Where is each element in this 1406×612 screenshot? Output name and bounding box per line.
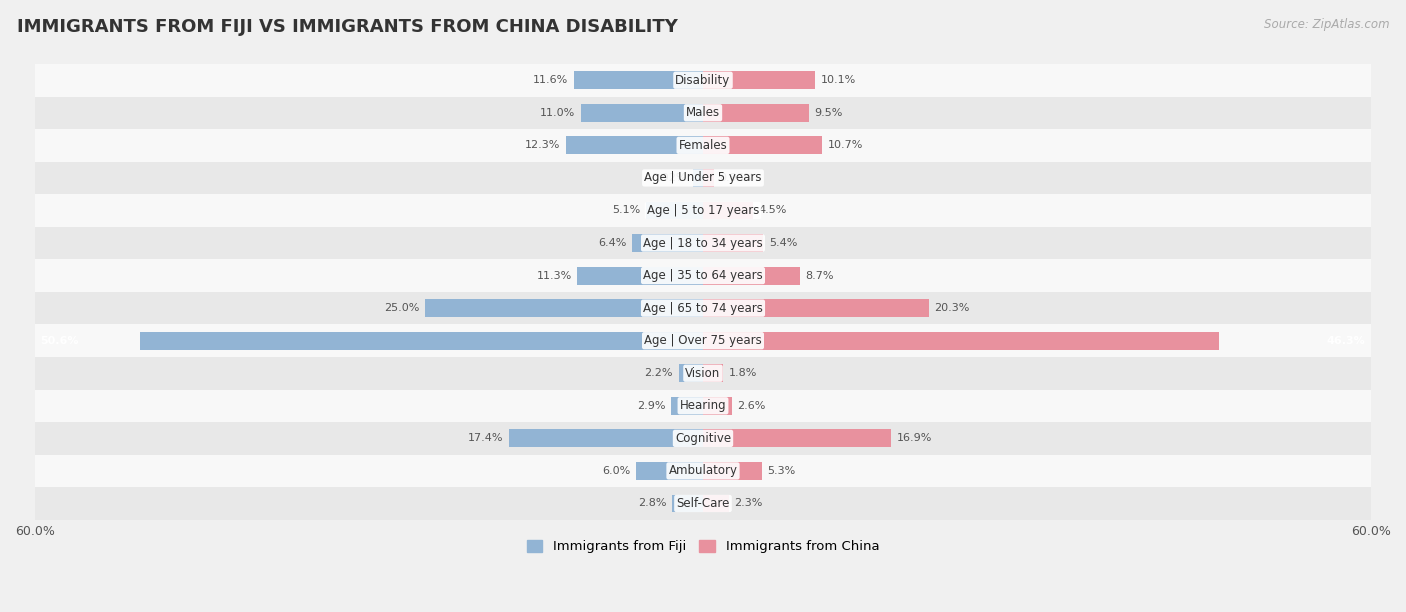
Text: 11.0%: 11.0% (540, 108, 575, 118)
Bar (703, 430, 891, 447)
Bar (703, 267, 800, 285)
Bar (509, 430, 703, 447)
Bar (35, 422, 1371, 455)
Text: Vision: Vision (685, 367, 721, 380)
Text: 2.3%: 2.3% (734, 499, 762, 509)
Text: 16.9%: 16.9% (897, 433, 932, 443)
Bar (567, 136, 703, 154)
Text: 50.6%: 50.6% (41, 336, 79, 346)
Text: 10.1%: 10.1% (821, 75, 856, 85)
Text: 0.92%: 0.92% (652, 173, 688, 183)
Bar (35, 259, 1371, 292)
Text: Age | 65 to 74 years: Age | 65 to 74 years (643, 302, 763, 315)
Bar (703, 462, 762, 480)
Legend: Immigrants from Fiji, Immigrants from China: Immigrants from Fiji, Immigrants from Ch… (522, 535, 884, 559)
Bar (703, 169, 714, 187)
Bar (703, 201, 754, 220)
Text: IMMIGRANTS FROM FIJI VS IMMIGRANTS FROM CHINA DISABILITY: IMMIGRANTS FROM FIJI VS IMMIGRANTS FROM … (17, 18, 678, 36)
Bar (35, 162, 1371, 194)
Text: Disability: Disability (675, 73, 731, 87)
Text: Hearing: Hearing (679, 399, 727, 412)
Text: 2.9%: 2.9% (637, 401, 665, 411)
Bar (636, 462, 703, 480)
Bar (35, 129, 1371, 162)
Bar (139, 332, 703, 349)
Text: Age | 35 to 64 years: Age | 35 to 64 years (643, 269, 763, 282)
Text: 17.4%: 17.4% (468, 433, 503, 443)
Bar (703, 234, 763, 252)
Text: 11.3%: 11.3% (536, 271, 572, 280)
Text: Self-Care: Self-Care (676, 497, 730, 510)
Bar (578, 267, 703, 285)
Text: 46.3%: 46.3% (1327, 336, 1365, 346)
Bar (703, 364, 723, 382)
Bar (703, 494, 728, 512)
Bar (35, 357, 1371, 389)
Text: 10.7%: 10.7% (828, 140, 863, 151)
Text: Cognitive: Cognitive (675, 432, 731, 445)
Bar (703, 332, 1219, 349)
Text: 6.4%: 6.4% (598, 238, 626, 248)
Text: 25.0%: 25.0% (384, 303, 419, 313)
Bar (574, 71, 703, 89)
Text: 11.6%: 11.6% (533, 75, 568, 85)
Text: 2.8%: 2.8% (638, 499, 666, 509)
Bar (35, 389, 1371, 422)
Bar (631, 234, 703, 252)
Bar (679, 364, 703, 382)
Text: 12.3%: 12.3% (524, 140, 561, 151)
Text: Ambulatory: Ambulatory (668, 465, 738, 477)
Text: Age | 18 to 34 years: Age | 18 to 34 years (643, 236, 763, 250)
Text: 5.1%: 5.1% (613, 206, 641, 215)
Bar (671, 397, 703, 415)
Text: 5.4%: 5.4% (769, 238, 797, 248)
Text: 1.8%: 1.8% (728, 368, 756, 378)
Text: Age | Over 75 years: Age | Over 75 years (644, 334, 762, 347)
Text: Age | 5 to 17 years: Age | 5 to 17 years (647, 204, 759, 217)
Bar (703, 104, 808, 122)
Bar (672, 494, 703, 512)
Text: 5.3%: 5.3% (768, 466, 796, 476)
Bar (35, 487, 1371, 520)
Text: Age | Under 5 years: Age | Under 5 years (644, 171, 762, 184)
Bar (703, 71, 815, 89)
Bar (35, 194, 1371, 226)
Text: 8.7%: 8.7% (806, 271, 834, 280)
Text: 9.5%: 9.5% (814, 108, 842, 118)
Bar (703, 136, 823, 154)
Bar (581, 104, 703, 122)
Bar (35, 455, 1371, 487)
Bar (647, 201, 703, 220)
Text: Males: Males (686, 106, 720, 119)
Text: 4.5%: 4.5% (759, 206, 787, 215)
Bar (425, 299, 703, 317)
Text: 0.96%: 0.96% (720, 173, 755, 183)
Text: Source: ZipAtlas.com: Source: ZipAtlas.com (1264, 18, 1389, 31)
Bar (35, 226, 1371, 259)
Bar (703, 397, 733, 415)
Text: 20.3%: 20.3% (935, 303, 970, 313)
Text: Females: Females (679, 139, 727, 152)
Bar (35, 64, 1371, 97)
Bar (35, 97, 1371, 129)
Text: 2.2%: 2.2% (644, 368, 673, 378)
Bar (35, 324, 1371, 357)
Text: 6.0%: 6.0% (602, 466, 631, 476)
Bar (703, 299, 929, 317)
Text: 2.6%: 2.6% (738, 401, 766, 411)
Bar (693, 169, 703, 187)
Bar (35, 292, 1371, 324)
